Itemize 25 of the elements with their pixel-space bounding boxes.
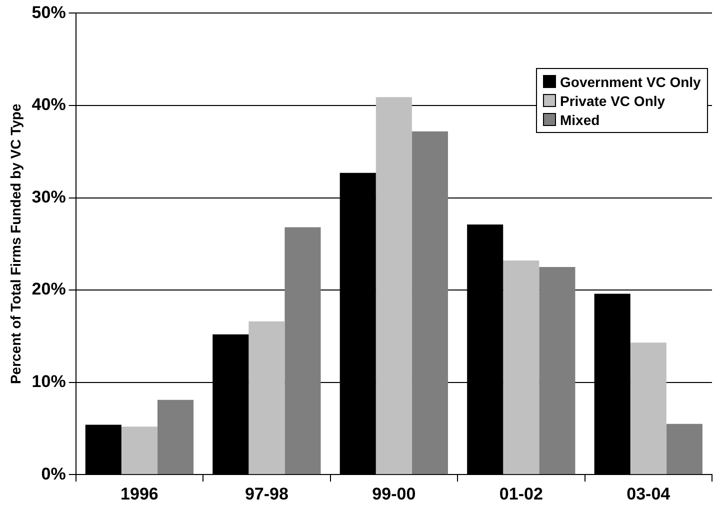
legend-label: Mixed xyxy=(559,110,601,130)
bar xyxy=(121,426,158,474)
legend-label: Private VC Only xyxy=(559,92,666,110)
bar xyxy=(630,342,666,474)
x-tick-label: 99-00 xyxy=(372,484,416,504)
bar xyxy=(376,97,412,474)
y-tick-label: 20% xyxy=(32,280,66,299)
x-tick-label: 01-02 xyxy=(499,484,543,504)
y-tick-label: 0% xyxy=(41,464,66,484)
y-tick-label: 30% xyxy=(32,187,66,206)
y-tick-label: 10% xyxy=(32,372,66,392)
x-tick-label: 03-04 xyxy=(626,484,671,504)
bar xyxy=(412,131,448,474)
x-tick-label: 97-98 xyxy=(244,484,288,504)
legend-label: Government VC Only xyxy=(559,72,701,92)
x-tick-label: 1996 xyxy=(120,484,158,504)
bar xyxy=(157,400,194,474)
bar xyxy=(666,424,702,474)
bar xyxy=(284,227,321,474)
bar xyxy=(248,321,285,474)
y-axis-title: Percent of Total Firms Funded by VC Type xyxy=(7,104,24,384)
y-tick-label: 50% xyxy=(32,2,66,22)
y-tick-label: 40% xyxy=(32,95,66,114)
bar xyxy=(539,266,576,474)
bar xyxy=(503,260,540,474)
